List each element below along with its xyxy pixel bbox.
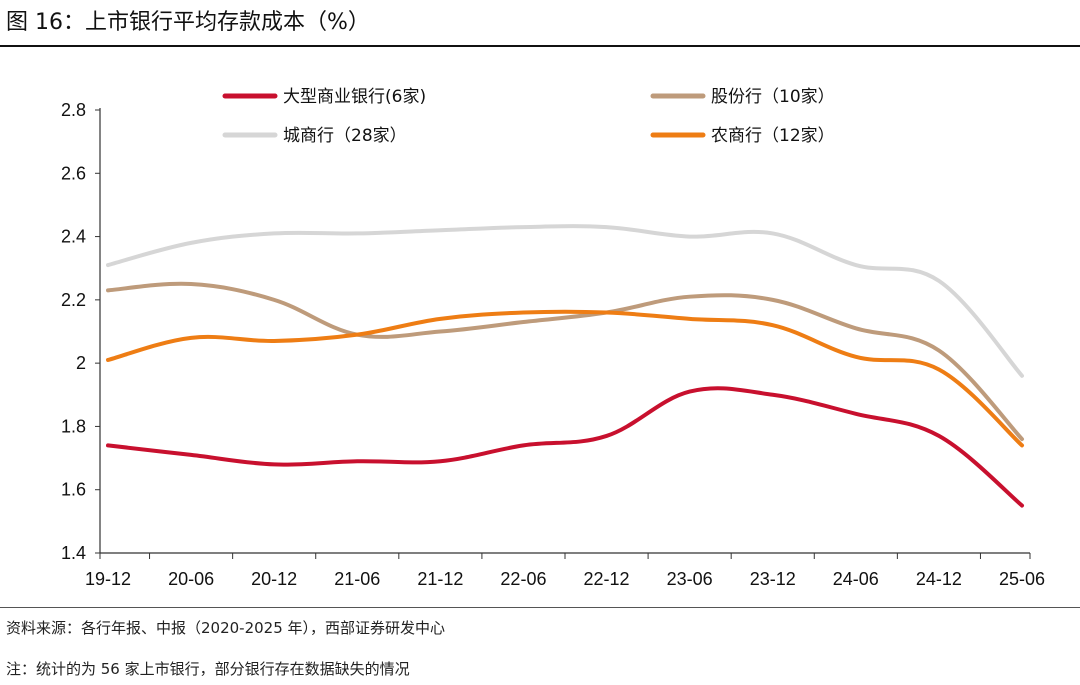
x-tick-label: 24-06 (833, 569, 879, 589)
x-tick-label: 19-12 (85, 569, 131, 589)
y-tick-label: 1.6 (61, 480, 86, 500)
legend-label-joint-stock-banks: 股份行（10家） (711, 87, 835, 107)
x-tick-label: 24-12 (916, 569, 962, 589)
x-tick-label: 22-12 (584, 569, 630, 589)
legend-label-rural-banks: 农商行（12家） (711, 126, 835, 146)
legend-label-large-banks: 大型商业银行(6家) (283, 87, 426, 107)
series-line-city-banks (106, 224, 1024, 378)
y-tick-label: 2.2 (61, 290, 86, 310)
x-tick-label: 21-06 (334, 569, 380, 589)
series-line-joint-stock-banks (106, 281, 1024, 442)
x-tick-label: 20-06 (168, 569, 214, 589)
y-tick-label: 2.6 (61, 163, 86, 183)
x-tick-label: 20-12 (251, 569, 297, 589)
x-tick-label: 23-12 (750, 569, 796, 589)
figure-title: 图 16：上市银行平均存款成本（%） (6, 10, 370, 35)
y-tick-label: 2.8 (61, 100, 86, 120)
y-tick-label: 1.4 (61, 543, 86, 563)
x-tick-label: 23-06 (667, 569, 713, 589)
title-divider (0, 45, 1080, 47)
y-tick-label: 2.4 (61, 227, 86, 247)
series-line-large-banks (106, 386, 1024, 508)
x-tick-label: 25-06 (999, 569, 1045, 589)
y-tick-label: 1.8 (61, 416, 86, 436)
source-divider (0, 607, 1080, 608)
x-tick-label: 21-12 (417, 569, 463, 589)
x-tick-label: 22-06 (500, 569, 546, 589)
data-note: 注：统计的为 56 家上市银行，部分银行存在数据缺失的情况 (6, 660, 410, 678)
line-chart: 1.4 1.6 1.8 2 2.2 2.4 2.6 2.8 19-12 20-06 20-12 21-… (61, 87, 1045, 589)
chart-series-group (106, 224, 1024, 508)
chart-axes: 1.4 1.6 1.8 2 2.2 2.4 2.6 2.8 19-12 20-06 20-12 21-… (61, 100, 1045, 589)
legend-label-city-banks: 城商行（28家） (283, 126, 407, 146)
chart-legend: 大型商业银行(6家) 股份行（10家） 城商行（28家） 农商行（12家） (222, 87, 835, 146)
source-note: 资料来源：各行年报、中报（2020-2025 年），西部证券研发中心 (6, 619, 446, 637)
y-tick-label: 2 (76, 353, 86, 373)
series-line-rural-banks (106, 309, 1024, 448)
